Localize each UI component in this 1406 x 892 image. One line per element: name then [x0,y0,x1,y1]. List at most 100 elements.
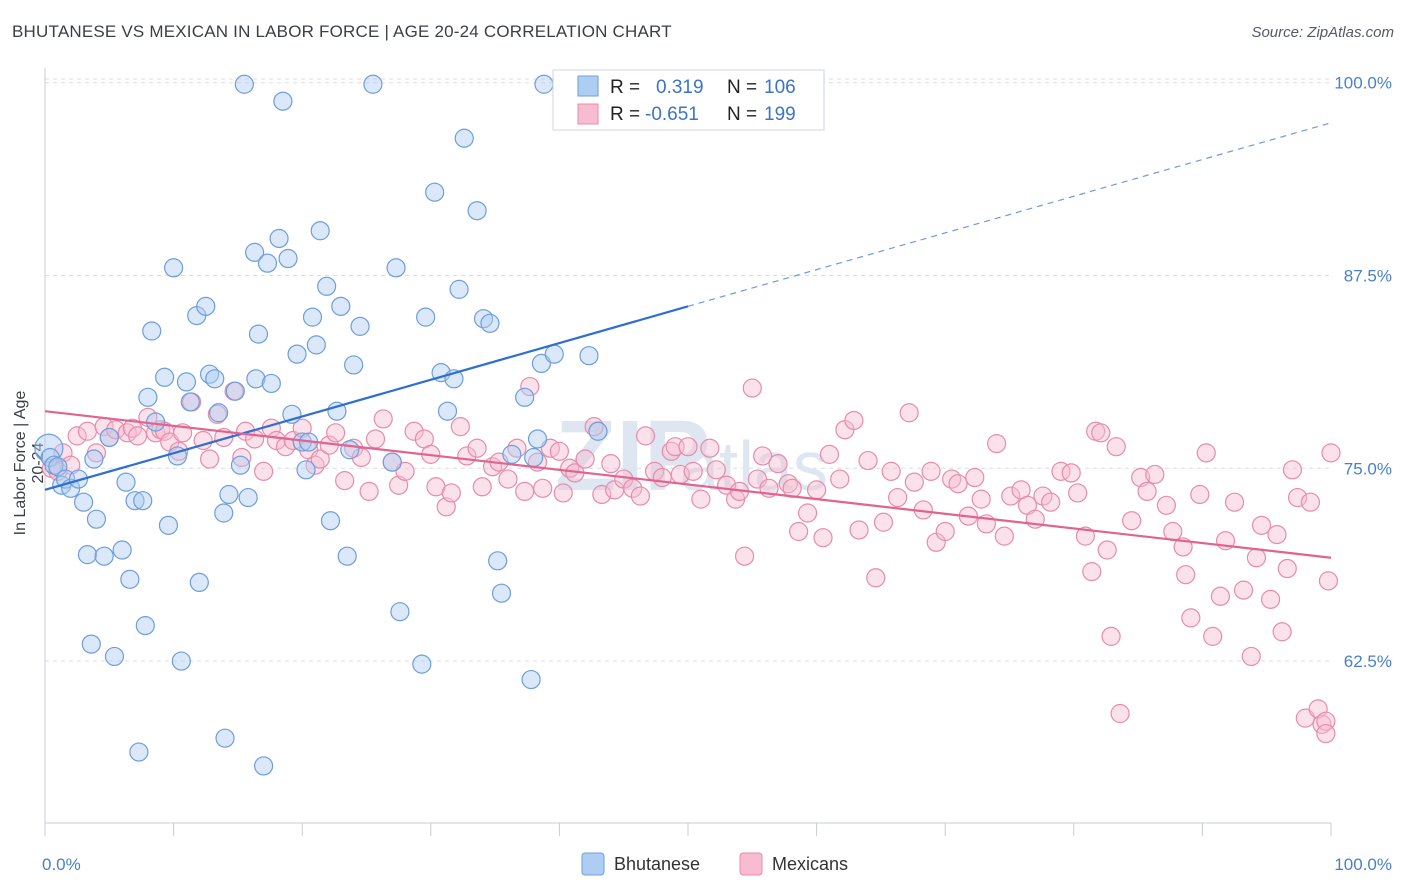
bhutanese-point [363,74,383,94]
bhutanese-point [81,634,101,654]
mexicans-point [830,469,850,489]
legend-n-label-2: N = [727,104,757,125]
mexicans-point [515,481,535,502]
bhutanese-point [416,307,436,327]
mexicans-point [1277,558,1297,579]
trend-lines [44,122,1332,559]
mexicans-point [849,520,869,540]
mexicans-point [844,410,864,431]
bhutanese-point [480,313,500,333]
bhutanese-point [524,447,544,468]
bhutanese-point [219,484,239,505]
bhutanese-point [120,569,140,589]
mexicans-point [441,483,461,503]
mexicans-point [326,423,346,443]
bhutanese-point [94,546,114,566]
bhutanese-point [302,307,323,327]
bhutanese-point [133,491,153,511]
mexicans-point [965,467,985,488]
bhutanese-point [135,615,155,636]
bhutanese-point [225,381,245,401]
bhutanese-point [245,242,265,262]
mexicans-point [450,417,470,437]
bhutanese-point [215,728,235,748]
mexicans-point [1041,492,1061,512]
bhutanese-point [269,228,289,249]
bhutanese-points [34,74,608,776]
mexicans-point [1300,492,1321,512]
mexicans-point [1241,646,1261,667]
mexicans-point [1082,562,1102,582]
mexicans-point [1097,540,1117,560]
mexicans-point [498,469,518,489]
bhutanese-point [579,346,599,366]
mexicans-point [1251,515,1272,535]
bhutanese-point [337,546,357,566]
mexicans-point [858,450,878,471]
mexicans-point [752,446,773,466]
mexicans-point [1091,423,1111,443]
grid-lines [45,78,1331,662]
mexicans-point [1316,723,1336,744]
bhutanese-point [527,429,548,449]
bhutanese-trend-extension [687,122,1332,307]
mexicans-point [994,526,1014,546]
bhutanese-point [320,511,341,531]
chart-title: BHUTANESE VS MEXICAN IN LABOR FORCE | AG… [12,22,672,41]
bhutanese-point [273,91,293,111]
bhutanese-point [214,503,234,523]
y-tick-label: 87.5% [1344,266,1392,285]
mexicans-point [1267,524,1287,545]
mexicans-point [935,521,955,542]
watermark-zip: ZIP [555,400,711,512]
bhutanese-point [544,344,564,364]
mexicans-point [635,426,656,446]
bhutanese-point [310,221,330,241]
stats-legend: R = 0.319 N = 106 R = -0.651 N = 199 [552,69,825,131]
mexicans-point [888,487,908,508]
mexicans-point [630,486,651,506]
bhutanese-point [104,646,125,667]
mexicans-point [1051,461,1071,481]
bhutanese-point [68,469,89,489]
mexicans-point [1137,481,1157,502]
bhutanese-point [390,602,410,622]
mexicans-point [948,474,968,494]
mexicans-point [200,449,220,469]
bhutanese-point [189,572,209,593]
mexicans-point [549,441,570,461]
mexicans-point [404,421,424,441]
bhutanese-point [142,321,162,341]
bhutanese-point [449,279,469,299]
mexicans-point [623,478,643,498]
bhutanese-point [254,756,274,776]
mexicans-point [310,449,330,469]
mexicans-point [700,438,720,458]
mexicans-point [1287,487,1308,508]
mexicans-point [1181,608,1201,628]
mexicans-point [106,420,126,440]
bhutanese-point [425,182,445,202]
bhutanese-point [209,403,229,423]
tick-labels: 62.5% 75.0% 87.5% 100.0% 0.0% 100.0% [42,74,1392,874]
mexicans-point [683,461,703,481]
mexicans-trend-line [44,410,1332,559]
mexicans-point [734,546,755,566]
mexicans-point [819,444,840,464]
legend-r-value-1: 0.319 [656,77,704,98]
mexicans-point [359,481,379,502]
mexicans-point [797,503,818,523]
series-legend-mexicans: Mexicans [772,854,848,874]
x-tick-label: 0.0% [42,855,81,874]
bhutanese-point [86,509,107,529]
mexicans-point [652,467,672,488]
bhutanese-point [99,427,119,448]
bhutanese-point [306,335,326,355]
mexicans-point [127,426,148,446]
bhutanese-point [112,540,132,560]
bhutanese-point [205,369,225,389]
bhutanese-point [154,367,175,387]
bhutanese-point [84,449,104,469]
mexicans-point [1203,626,1223,646]
